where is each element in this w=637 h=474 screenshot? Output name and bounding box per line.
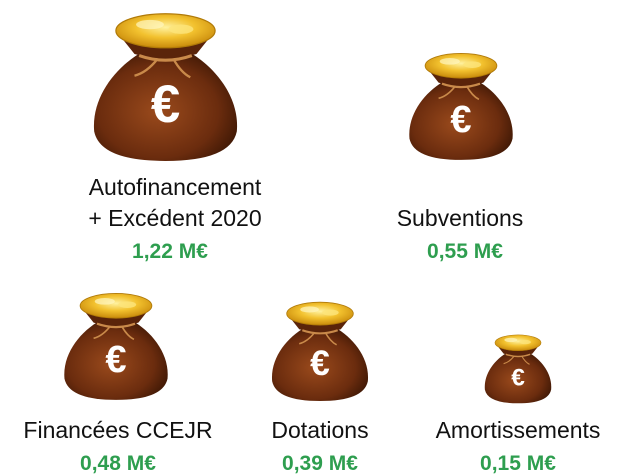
money-bag: [62, 292, 170, 402]
label: Autofinancement: [89, 174, 262, 200]
amount: 0,55 M€: [427, 240, 503, 263]
label: Financées CCEJR: [23, 417, 212, 443]
money-bag: [270, 300, 370, 403]
label: Subventions: [397, 205, 524, 231]
amount: 0,39 M€: [282, 452, 358, 474]
money-bag: [92, 12, 239, 163]
amount: 0,15 M€: [480, 452, 556, 474]
amount: 1,22 M€: [132, 240, 208, 263]
label: Amortissements: [436, 417, 601, 443]
label: + Excédent 2020: [88, 205, 261, 231]
money-bag: [483, 334, 553, 405]
label: Dotations: [271, 417, 368, 443]
amount: 0,48 M€: [80, 452, 156, 474]
money-bag: [408, 52, 514, 162]
